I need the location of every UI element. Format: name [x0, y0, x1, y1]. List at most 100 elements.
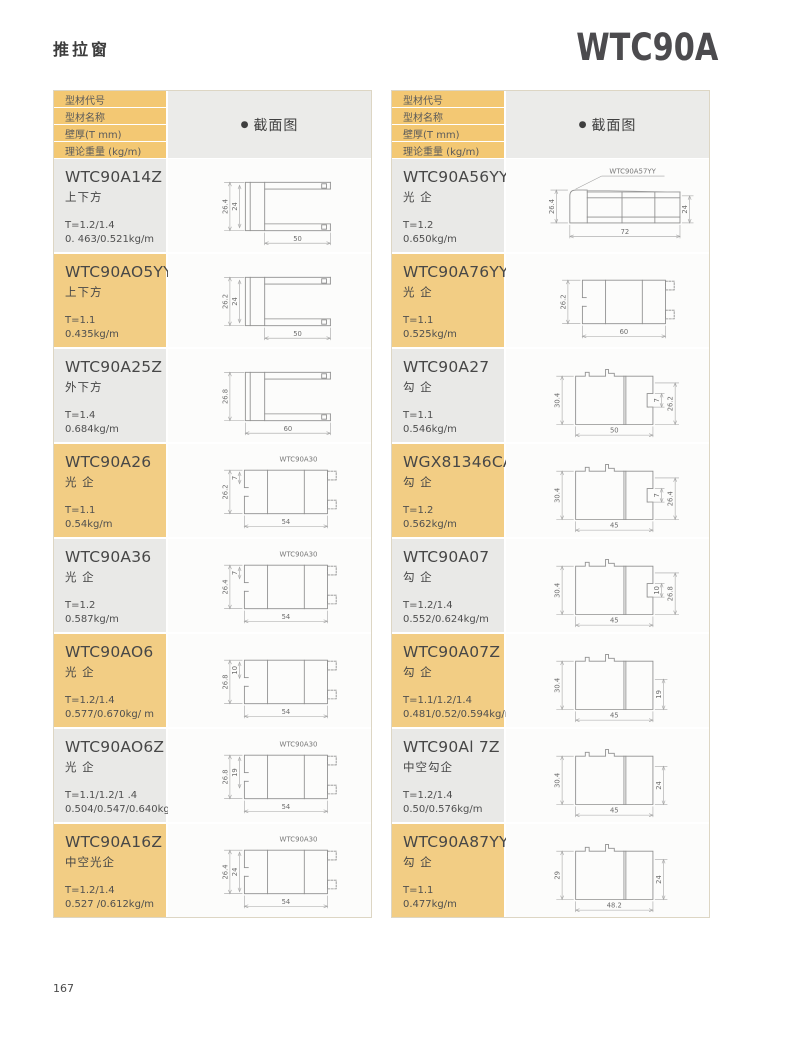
profile-cross-section-cell: 30.4 7 26.4 45 [506, 444, 709, 537]
profile-name: 光 企 [65, 665, 95, 679]
cross-section-svg: 26.8 60 [221, 371, 331, 435]
profile-info-cell: WTC90A26 光 企 T=1.1 0.54kg/m [54, 444, 166, 537]
page-category-title: 推拉窗 [53, 40, 111, 59]
profile-code: WTC90AO6Z [65, 738, 165, 756]
profile-row: WTC90A27 勾 企 T=1.1 0.546kg/m 30.4 7 26.2 50 [392, 349, 709, 442]
profile-thickness: T=1.2 [403, 505, 434, 516]
profile-name: 上下方 [65, 285, 103, 299]
svg-text:45: 45 [609, 806, 618, 814]
profile-weight: 0. 463/0.521kg/m [65, 234, 155, 245]
table-header-fields: 型材代号 型材名称 壁厚(T mm) 理论重量 (kg/m) [392, 91, 504, 159]
svg-text:7: 7 [231, 570, 239, 574]
cross-section-svg: 30.4 24 45 [553, 748, 667, 817]
svg-text:26.2: 26.2 [666, 396, 674, 411]
header-field-weight: 理论重量 (kg/m) [54, 142, 166, 159]
profile-code: WTC90A76YY [403, 263, 509, 281]
profile-code: WTC90A27 [403, 358, 490, 376]
profile-info-cell: WTC90A36 光 企 T=1.2 0.587kg/m [54, 539, 166, 632]
bullet-icon: ● [240, 119, 250, 130]
profile-code: WTC90A07Z [403, 643, 501, 661]
profile-cross-section-cell: WTC90A57YY 26.4 24 72 [506, 159, 709, 252]
svg-text:7: 7 [653, 493, 661, 497]
cross-section-svg: 26.2 60 [559, 278, 675, 338]
table-header: 型材代号 型材名称 壁厚(T mm) 理论重量 (kg/m) ● 截面图 [54, 91, 371, 159]
spacer [403, 300, 496, 315]
svg-text:26.4: 26.4 [666, 491, 674, 506]
spacer [403, 680, 496, 695]
profile-weight: 0.435kg/m [65, 329, 119, 340]
profile-code: WTC90A16Z [65, 833, 163, 851]
svg-text:24: 24 [655, 781, 663, 790]
profile-info-cell: WTC90A07 勾 企 T=1.2/1.4 0.552/0.624kg/m [392, 539, 504, 632]
profile-code: WTC90AO5YY [65, 263, 173, 281]
header-field-code: 型材代号 [392, 91, 504, 108]
profile-weight: 0.684kg/m [65, 424, 119, 435]
header-field-code: 型材代号 [54, 91, 166, 108]
cross-section-svg: 30.4 19 45 [553, 653, 667, 722]
svg-text:60: 60 [619, 327, 628, 335]
profile-thickness: T=1.2/1.4 [65, 885, 115, 896]
profile-info-cell: WGX81346CAS 勾 企 T=1.2 0.562kg/m [392, 444, 524, 537]
profile-info-cell: WTC90AO5YY 上下方 T=1.1 0.435kg/m [54, 254, 173, 347]
profile-thickness: T=1.2 [65, 600, 96, 611]
svg-text:29: 29 [553, 871, 561, 880]
profile-row: WGX81346CAS 勾 企 T=1.2 0.562kg/m 30.4 7 26.… [392, 444, 709, 537]
svg-text:45: 45 [609, 616, 618, 624]
profile-cross-section-cell: WTC90A30 26.8 19 54 [168, 729, 371, 822]
profile-thickness: T=1.2 [403, 220, 434, 231]
spacer [65, 395, 158, 410]
svg-text:26.2: 26.2 [221, 484, 229, 499]
profile-code: WTC90A14Z [65, 168, 163, 186]
profile-weight: 0.562kg/m [403, 519, 457, 530]
profile-thickness: T=1.2/1.4 [403, 600, 453, 611]
profile-cross-section-cell: 30.4 7 26.2 50 [506, 349, 709, 442]
header-section-label: 截面图 [253, 117, 299, 134]
svg-text:24: 24 [231, 867, 239, 876]
profile-info-cell: WTC90AO6Z 光 企 T=1.1/1.2/1 .4 0.504/0.547… [54, 729, 183, 822]
svg-text:30.4: 30.4 [553, 582, 561, 597]
svg-text:10: 10 [653, 586, 661, 595]
profile-cross-section-cell: 26.2 60 [506, 254, 709, 347]
svg-text:30.4: 30.4 [553, 487, 561, 502]
spacer [403, 870, 496, 885]
profile-weight: 0.50/0.576kg/m [403, 804, 483, 815]
profile-row: WTC90A76YY 光 企 T=1.1 0.525kg/m 26.2 60 [392, 254, 709, 347]
profile-code: WTC90A07 [403, 548, 490, 566]
svg-text:50: 50 [609, 426, 618, 434]
profile-cross-section-cell: 30.4 10 26.8 45 [506, 539, 709, 632]
profile-row: WTC90A07 勾 企 T=1.2/1.4 0.552/0.624kg/m 3… [392, 539, 709, 632]
profile-weight: 0.527 /0.612kg/m [65, 899, 155, 910]
header-section-diagram: ● 截面图 [506, 91, 709, 159]
profile-thickness: T=1.1 [403, 315, 434, 326]
page-number: 167 [53, 982, 74, 995]
cross-section-svg: WTC90A30 26.8 19 54 [221, 740, 337, 813]
profile-row: WTC90A56YY 光 企 T=1.2 0.650kg/m WTC90A57Y… [392, 159, 709, 252]
profile-row: WTC90A14Z 上下方 T=1.2/1.4 0. 463/0.521kg/m… [54, 159, 371, 252]
svg-text:7: 7 [653, 398, 661, 402]
svg-text:26.4: 26.4 [547, 198, 555, 213]
profile-name: 勾 企 [403, 570, 433, 584]
profile-name: 上下方 [65, 190, 103, 204]
spacer [403, 585, 496, 600]
svg-text:26.8: 26.8 [221, 388, 229, 403]
profile-weight: 0.477kg/m [403, 899, 457, 910]
profile-info-cell: WTC90A16Z 中空光企 T=1.2/1.4 0.527 /0.612kg/… [54, 824, 166, 917]
svg-text:26.8: 26.8 [221, 674, 229, 689]
profile-weight: 0.577/0.670kg/ m [65, 709, 155, 720]
profile-cross-section-cell: 26.2 24 50 [168, 254, 371, 347]
profile-cross-section-cell: 30.4 24 45 [506, 729, 709, 822]
cross-section-svg: WTC90A30 26.2 7 54 [221, 455, 337, 528]
cross-section-svg: 26.4 24 50 [221, 181, 331, 245]
header-section-diagram: ● 截面图 [168, 91, 371, 159]
svg-text:24: 24 [655, 875, 663, 884]
spacer [65, 585, 158, 600]
profile-name: 光 企 [403, 190, 433, 204]
svg-text:24: 24 [231, 202, 239, 211]
profile-thickness: T=1.1 [65, 315, 96, 326]
profile-weight: 0.481/0.52/0.594kg/m [403, 709, 515, 720]
profile-weight: 0.54kg/m [65, 519, 113, 530]
profile-name: 光 企 [65, 570, 95, 584]
profile-weight: 0.504/0.547/0.640kg/m [65, 804, 183, 815]
profile-weight: 0.650kg/m [403, 234, 457, 245]
svg-text:26.4: 26.4 [221, 579, 229, 594]
